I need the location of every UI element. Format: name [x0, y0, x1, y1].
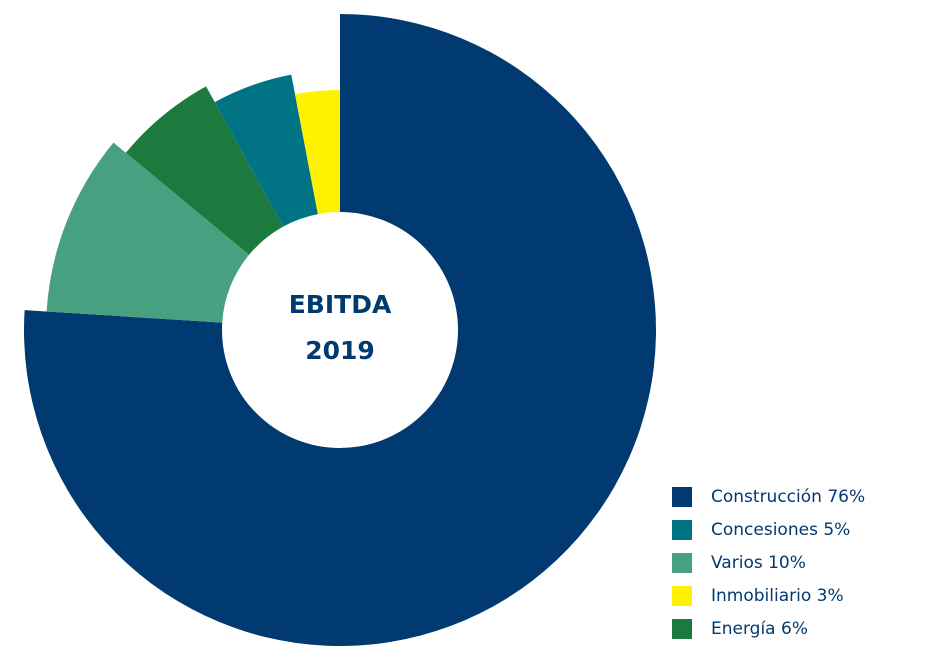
slice — [214, 74, 318, 227]
legend-swatch — [672, 586, 692, 606]
legend-value: 6% — [781, 619, 808, 639]
legend-value: 76% — [827, 487, 865, 507]
legend-category: Varios — [711, 553, 763, 573]
legend-label: Concesiones 5% — [711, 520, 850, 540]
legend-swatch — [672, 487, 692, 507]
slice — [125, 86, 284, 255]
slice — [24, 14, 657, 646]
legend-value: 10% — [768, 553, 806, 573]
legend: Construcción 76% Concesiones 5% Varios 10%… — [672, 487, 865, 639]
legend-label: Construcción 76% — [711, 487, 865, 507]
legend-label: Varios 10% — [711, 553, 806, 573]
slice — [295, 90, 340, 215]
legend-swatch — [672, 619, 692, 639]
center-label: EBITDA — [289, 290, 392, 319]
slices — [24, 14, 657, 646]
legend-value: 3% — [817, 586, 844, 606]
legend-swatch — [672, 553, 692, 573]
legend-label: Inmobiliario 3% — [711, 586, 844, 606]
slice — [46, 142, 250, 323]
center-label: 2019 — [305, 336, 375, 365]
legend-category: Construcción — [711, 487, 822, 507]
legend-swatch — [672, 520, 692, 540]
legend-label: Energía 6% — [711, 619, 808, 639]
legend-category: Energía — [711, 619, 776, 639]
legend-value: 5% — [823, 520, 850, 540]
legend-category: Inmobiliario — [711, 586, 811, 606]
legend-category: Concesiones — [711, 520, 818, 540]
